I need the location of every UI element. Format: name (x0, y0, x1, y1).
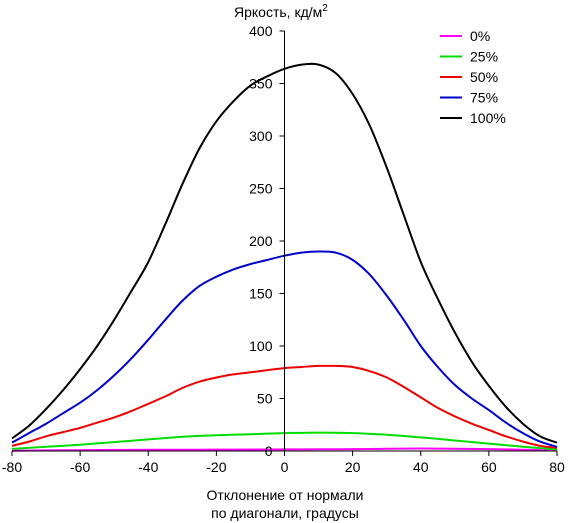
y-tick-label: 200 (249, 233, 273, 249)
tick-labels: -80 -60 -40 -20 0 20 40 60 80 0 50 100 150 200 250 300 3… (2, 23, 565, 475)
x-tick-label: 80 (549, 459, 565, 475)
x-tick-label: -40 (138, 459, 158, 475)
y-tick-label: 150 (249, 286, 273, 302)
legend-label: 100% (470, 110, 506, 126)
x-tick-label: -20 (206, 459, 226, 475)
x-axis-title-line2: по диагонали, градусы (211, 505, 359, 521)
y-tick-label: 250 (249, 181, 273, 197)
y-tick-label: 0 (265, 443, 273, 459)
legend-label: 25% (470, 49, 498, 65)
y-axis-title: Яркость, кд/м2 (234, 3, 328, 20)
legend-label: 0% (470, 28, 490, 44)
y-tick-label: 350 (249, 76, 273, 92)
axes (11, 30, 558, 456)
legend: 0% 25% 50% 75% 100% (440, 28, 506, 126)
y-tick-label: 100 (249, 338, 273, 354)
legend-label: 50% (470, 69, 498, 85)
y-tick-label: 400 (249, 23, 273, 39)
y-axis-title-text: Яркость, кд/м (234, 4, 322, 20)
x-tick-label: -80 (2, 459, 22, 475)
legend-label: 75% (470, 90, 498, 106)
x-tick-label: 60 (481, 459, 497, 475)
y-axis-title-sup: 2 (322, 3, 328, 14)
x-tick-label: 40 (413, 459, 429, 475)
x-tick-label: 20 (345, 459, 361, 475)
x-axis-title-line1: Отклонение от нормали (207, 487, 364, 503)
x-tick-label: 0 (281, 459, 289, 475)
y-tick-label: 300 (249, 128, 273, 144)
x-tick-label: -60 (70, 459, 90, 475)
y-tick-label: 50 (257, 391, 273, 407)
